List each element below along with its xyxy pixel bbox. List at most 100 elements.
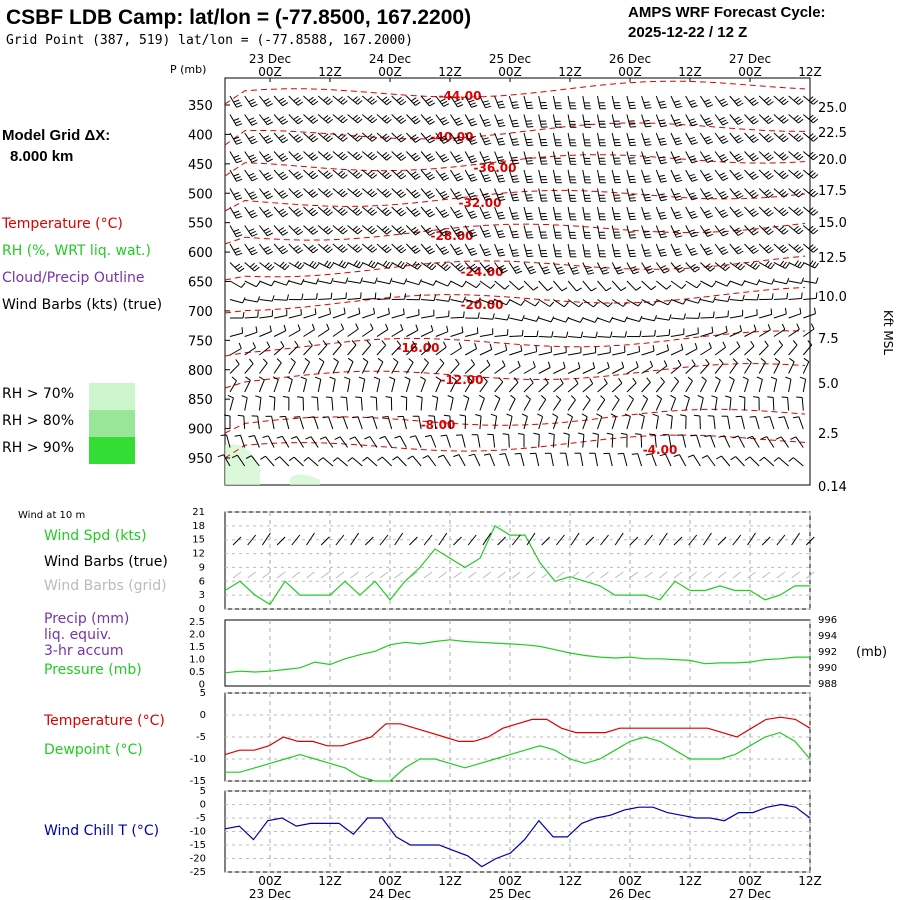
wind-barb-staff [347,280,361,284]
wind-barb-flag [749,152,755,158]
wind-barb-staff [729,169,739,181]
wind-barb [725,395,732,411]
wind-barb-staff [670,381,680,393]
wind-barb [332,277,349,284]
wind-barb [567,206,577,221]
wind-barb [332,95,348,105]
wind-barb [376,206,392,217]
wind-barb-staff [274,315,287,319]
wind-barb-flag [385,261,390,268]
wind-barb-staff [523,206,528,220]
wind-barb-flag [618,271,625,275]
wind-barb-staff [450,95,458,108]
wind-barb-flag [337,170,344,175]
bottom-date-label: 27 Dec [729,887,771,900]
wind-barb [645,453,657,467]
wind-barb [317,323,330,337]
wind-barb-flag [780,98,787,104]
surface-wind-barb [423,534,433,546]
wind-barb-staff [391,262,404,270]
grid-wind-barb [335,571,345,579]
wind-barb-flag [310,172,316,178]
wind-barb-flag [297,324,301,331]
wind-barb-flag [498,159,505,162]
wind-barb-staff [626,262,634,275]
wind-barb-flag [525,138,532,141]
wind-barb-flag [413,210,419,215]
wind-barb-flag [630,200,637,202]
wind-barb-flag [622,301,628,307]
wind-barb-staff [479,206,486,220]
wind-barb [773,260,790,269]
wind-barb [788,340,798,356]
wind-barb [329,376,336,393]
wind-barb-flag [756,376,763,380]
wind-barb-flag [367,133,373,138]
wind-barb-flag [325,172,331,177]
wind-barb [259,206,273,218]
wind-barb [428,415,437,430]
wind-barb [749,416,760,430]
wind-barb [373,376,381,393]
wind-barb-flag [337,96,344,101]
wind-barb-staff [494,334,508,337]
grid-wind-barb [438,571,448,579]
wind-barb [685,359,696,374]
wind-barb-staff [523,366,536,374]
wind-barb-flag [697,395,704,399]
wind-barb-staff [303,345,313,356]
wind-barb-flag [385,323,389,330]
wind-barb [597,299,613,308]
wind-barb [376,114,392,124]
wind-barb-staff [354,436,363,448]
wind-barb-flag [799,376,806,380]
wind-barb [297,396,304,411]
wind-barb-flag [233,136,240,140]
wind-barb-flag [690,102,697,106]
wind-barb [303,323,315,337]
wind-barb [494,329,509,337]
wind-barb-staff [758,206,769,217]
wind-barb-flag [314,308,317,315]
wind-barb-staff [494,365,506,374]
wind-barb-staff [597,243,601,257]
wind-barb-flag [513,144,520,146]
wind-barb-flag [540,395,547,400]
wind-barb-flag [513,199,520,202]
wind-barb-staff [729,280,743,286]
wind-barb [735,415,745,430]
wind-barb [406,114,421,125]
wind-barb-flag [643,249,650,252]
wind-barb-flag [443,158,450,163]
wind-barb-staff [641,262,650,274]
wind-barb-flag [443,251,450,255]
wind-barb-staff [318,280,332,285]
wind-barb [274,456,290,467]
grid-wind-barb [247,571,256,579]
wind-barb-flag [263,190,270,195]
wind-barb-staff [376,95,388,106]
wind-barb [802,188,819,198]
wind-barb-staff [788,169,799,179]
wind-ytick-label: 0 [199,604,205,615]
wind-barb-flag [610,331,613,338]
wind-barb [421,309,435,319]
wind-barb [685,169,698,182]
wind-barb-staff [758,151,769,161]
wind-barb [376,188,392,198]
wind-barb [744,340,755,356]
wind-barb-flag [763,96,770,102]
wind-barb-flag [673,137,680,140]
wind-barb-staff [450,332,464,337]
wind-barb-staff [508,132,514,146]
wind-barb-flag [680,343,684,350]
wind-barb-flag [589,378,594,384]
wind-barb [788,206,804,216]
wind-barb [685,114,698,127]
wind-barb-staff [802,114,814,124]
wind-barb [523,132,534,147]
wind-barb-staff [706,455,716,467]
wind-barb-flag [763,152,770,157]
wind-barb [509,299,525,306]
wind-barb [538,225,548,239]
